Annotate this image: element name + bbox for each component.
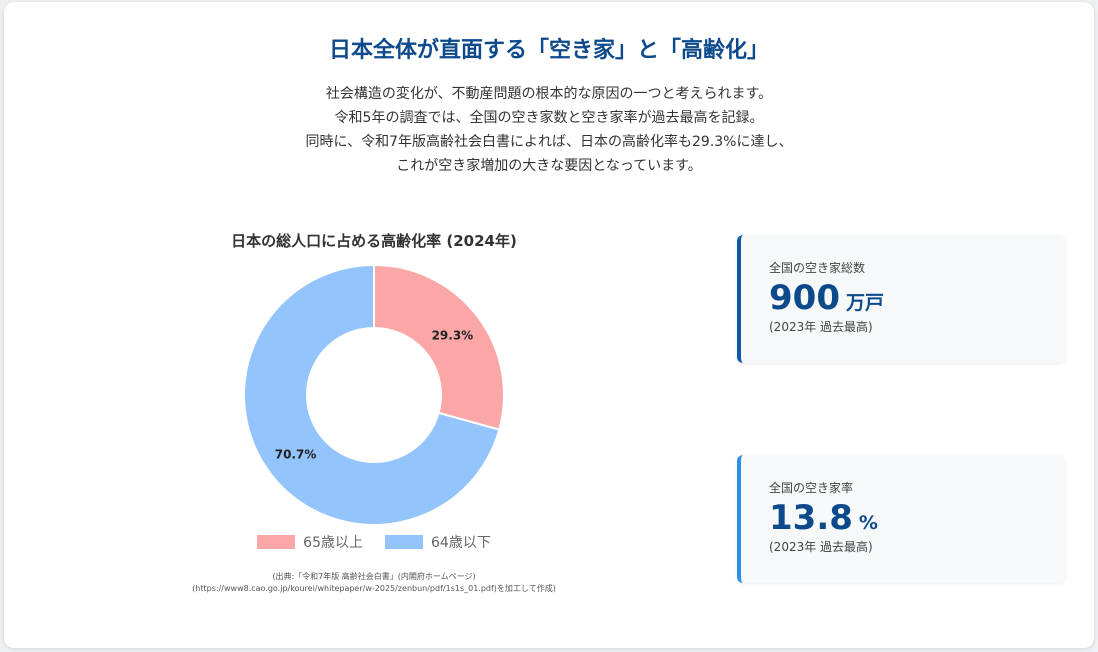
legend-label: 65歳以上 — [303, 535, 363, 551]
stat-value: 13.8% — [769, 498, 1065, 538]
legend-item-65-over[interactable]: 65歳以上 — [257, 532, 363, 552]
stat-label: 全国の空き家総数 — [769, 261, 866, 275]
stat-card-vacancy-rate: 全国の空き家率 13.8% (2023年 過去最高) — [737, 455, 1065, 583]
legend-swatch — [385, 535, 423, 549]
legend-item-64-under[interactable]: 64歳以下 — [385, 532, 491, 552]
legend-label: 64歳以下 — [431, 535, 491, 551]
source-line: (出典:「令和7年版 高齢社会白書」(内閣府ホームページ) — [272, 572, 476, 581]
stat-number: 13.8 — [769, 498, 853, 538]
chart-title: 日本の総人口に占める高齢化率 (2024年) — [231, 232, 517, 250]
slice-label: 70.7% — [275, 448, 317, 462]
stat-unit: % — [858, 512, 878, 534]
stat-value: 900 万戸 — [769, 278, 1065, 318]
chart-legend: 65歳以上 64歳以下 — [144, 532, 604, 552]
stat-note: (2023年 過去最高) — [769, 320, 873, 334]
stat-label: 全国の空き家率 — [769, 481, 854, 495]
donut-slice-64-under[interactable] — [243, 263, 501, 526]
intro-text: 社会構造の変化が、不動産問題の根本的な原因の一つと考えられます。 令和5年の調査… — [4, 82, 1094, 178]
slice-label: 29.3% — [432, 328, 474, 342]
page-title: 日本全体が直面する「空き家」と「高齢化」 — [328, 38, 769, 63]
stat-number: 900 — [769, 278, 840, 318]
stat-card-vacant-houses: 全国の空き家総数 900 万戸 (2023年 過去最高) — [737, 235, 1065, 363]
source-note: (出典:「令和7年版 高齢社会白書」(内閣府ホームページ) (https://w… — [144, 571, 604, 595]
main-card: 日本全体が直面する「空き家」と「高齢化」 社会構造の変化が、不動産問題の根本的な… — [4, 2, 1094, 648]
legend-swatch — [257, 535, 296, 549]
intro-line: 同時に、令和7年版高齢社会白書によれば、日本の高齢化率も29.3%に達し、 — [305, 134, 793, 150]
stat-note: (2023年 過去最高) — [769, 540, 873, 554]
intro-line: 社会構造の変化が、不動産問題の根本的な原因の一つと考えられます。 — [325, 86, 773, 102]
intro-line: 令和5年の調査では、全国の空き家数と空き家率が過去最高を記録。 — [334, 110, 764, 126]
intro-line: これが空き家増加の大きな要因となっています。 — [396, 158, 702, 174]
stat-unit: 万戸 — [845, 292, 884, 314]
donut-slice-65-over[interactable] — [373, 263, 505, 431]
donut-chart: 29.3% 70.7% — [243, 263, 505, 526]
source-line: (https://www8.cao.go.jp/kourei/whitepape… — [192, 584, 556, 593]
